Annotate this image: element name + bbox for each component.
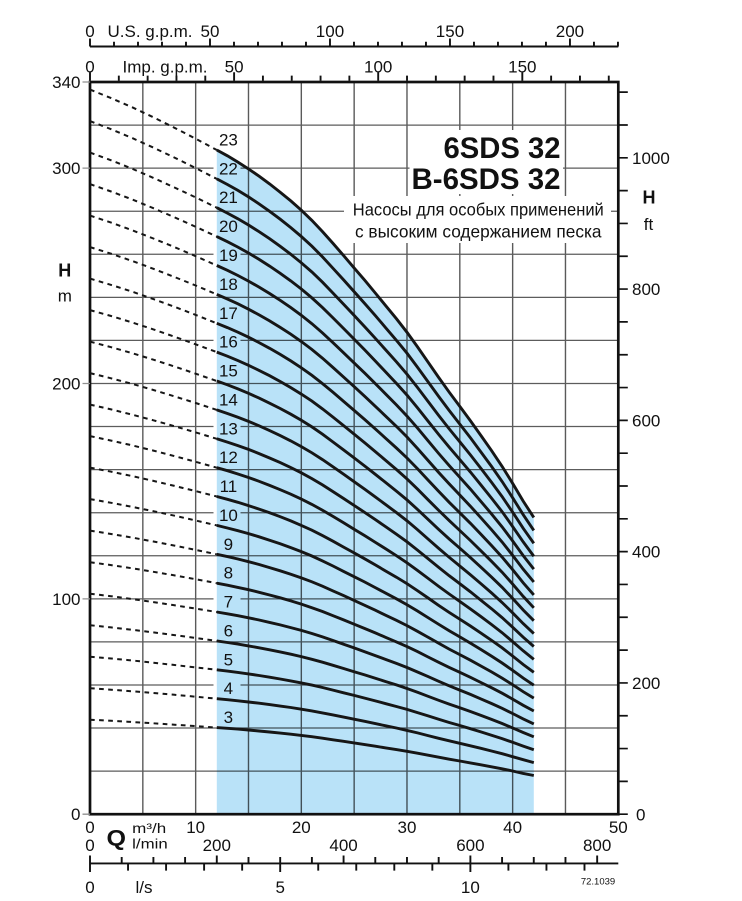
svg-text:0: 0 [71,805,80,824]
svg-text:50: 50 [225,58,244,77]
svg-text:Imp. g.p.m.: Imp. g.p.m. [122,58,207,77]
svg-text:10: 10 [219,506,238,525]
svg-text:l/min: l/min [132,836,168,852]
svg-text:m: m [58,286,72,305]
svg-text:100: 100 [52,590,80,609]
svg-text:3: 3 [224,708,233,727]
svg-text:50: 50 [201,22,220,41]
svg-text:ft: ft [644,215,654,234]
svg-text:400: 400 [632,543,660,562]
svg-text:H: H [643,188,656,208]
svg-text:300: 300 [52,159,80,178]
svg-text:6: 6 [224,621,233,640]
svg-text:10: 10 [461,878,480,897]
svg-text:l/s: l/s [136,878,153,897]
svg-text:17: 17 [219,304,238,323]
svg-text:200: 200 [52,374,80,393]
svg-text:150: 150 [508,58,536,77]
svg-text:800: 800 [583,836,611,855]
svg-text:20: 20 [219,217,238,236]
svg-text:с высоким содержанием песка: с высоким содержанием песка [355,222,602,242]
svg-text:100: 100 [316,22,344,41]
svg-text:19: 19 [219,246,238,265]
svg-text:14: 14 [219,390,238,409]
svg-text:23: 23 [219,131,238,150]
svg-text:30: 30 [398,818,417,837]
svg-text:11: 11 [220,477,238,496]
svg-text:600: 600 [456,836,484,855]
svg-text:12: 12 [219,448,238,467]
svg-text:Насосы для особых применений: Насосы для особых применений [353,200,604,220]
svg-text:100: 100 [364,58,392,77]
svg-text:200: 200 [632,674,660,693]
svg-text:7: 7 [224,593,233,612]
svg-text:20: 20 [292,818,311,837]
svg-text:40: 40 [503,818,522,837]
svg-text:8: 8 [224,564,233,583]
svg-text:0: 0 [85,836,94,855]
svg-text:1000: 1000 [632,149,670,168]
svg-text:0: 0 [85,22,94,41]
svg-text:400: 400 [329,836,357,855]
svg-text:0: 0 [85,818,94,837]
svg-text:800: 800 [632,280,660,299]
svg-text:22: 22 [219,159,238,178]
svg-text:600: 600 [632,411,660,430]
svg-text:10: 10 [186,818,205,837]
svg-text:U.S. g.p.m.: U.S. g.p.m. [107,22,192,41]
svg-text:0: 0 [85,58,94,77]
svg-text:50: 50 [609,818,628,837]
svg-text:Q: Q [107,826,127,851]
svg-text:0: 0 [636,806,645,825]
svg-text:9: 9 [224,535,233,554]
svg-text:B-6SDS 32: B-6SDS 32 [412,163,561,196]
svg-text:340: 340 [52,73,80,92]
svg-text:200: 200 [556,22,584,41]
svg-text:200: 200 [203,836,231,855]
svg-text:H: H [58,261,71,281]
svg-text:5: 5 [224,650,233,669]
svg-text:5: 5 [275,878,284,897]
svg-text:16: 16 [219,333,238,352]
svg-text:21: 21 [219,188,238,207]
svg-text:0: 0 [85,878,94,897]
svg-text:m³/h: m³/h [132,820,166,836]
svg-text:6SDS 32: 6SDS 32 [444,132,561,165]
svg-text:72.1039: 72.1039 [581,877,615,888]
svg-text:150: 150 [436,22,464,41]
svg-text:13: 13 [219,419,238,438]
svg-text:15: 15 [219,362,238,381]
svg-text:18: 18 [219,275,238,294]
svg-text:4: 4 [224,679,233,698]
